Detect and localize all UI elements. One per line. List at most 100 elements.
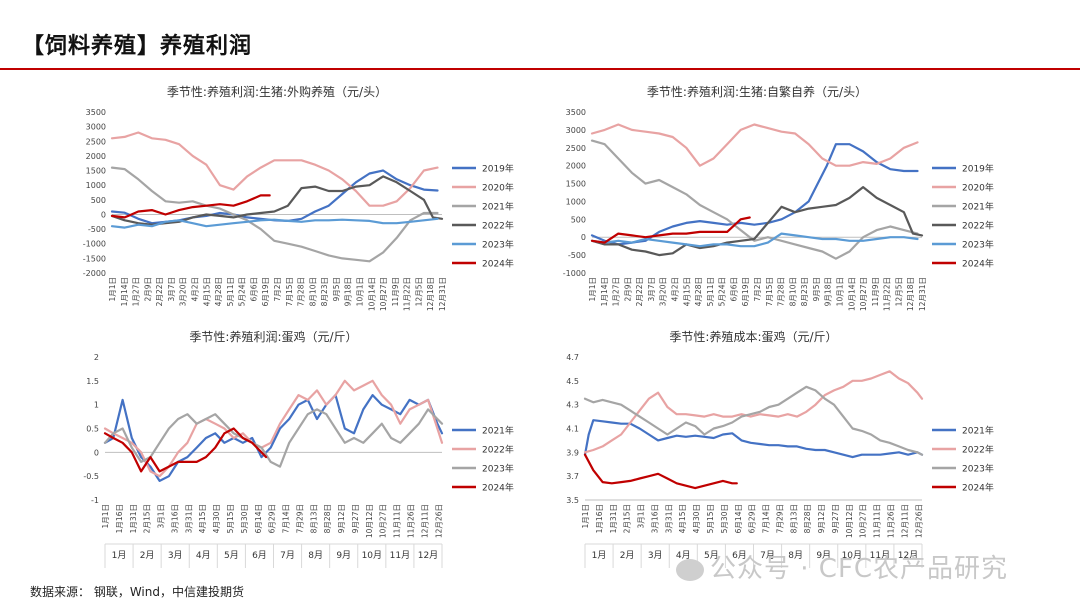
y-tick-label: -500 — [568, 251, 586, 260]
legend-label: 2022年 — [482, 444, 514, 456]
x-tick-label: 6月6日 — [249, 277, 258, 302]
x-tick-label: 1月16日 — [595, 504, 604, 533]
legend-label: 2023年 — [482, 239, 514, 251]
y-tick-label: 4.3 — [566, 401, 579, 410]
y-tick-label: -1 — [91, 496, 99, 505]
x-tick-label: 9月27日 — [831, 504, 840, 533]
x-tick-label: 7月28日 — [297, 277, 306, 306]
y-tick-label: -1000 — [83, 240, 106, 249]
x-tick-label: 1月16日 — [115, 504, 124, 533]
month-label: 2月 — [140, 550, 155, 561]
y-tick-label: 3500 — [86, 108, 106, 117]
legend-label: 2024年 — [962, 258, 994, 270]
x-tick-label: 11月26日 — [407, 504, 416, 538]
chart-title: 季节性:养殖利润:生猪:外购养殖（元/头） — [167, 84, 387, 99]
series-line-2020年 — [110, 131, 439, 207]
x-tick-label: 6月14日 — [734, 504, 743, 533]
month-label: 10月 — [362, 550, 382, 561]
y-tick-label: 2000 — [566, 162, 586, 171]
legend-label: 2019年 — [482, 163, 514, 175]
x-tick-label: 3月20日 — [659, 277, 668, 306]
x-tick-label: 10月14日 — [847, 277, 856, 311]
legend-label: 2021年 — [482, 425, 514, 437]
x-tick-label: 5月24日 — [238, 277, 247, 306]
x-tick-label: 11月11日 — [393, 504, 402, 538]
series-line-2023年 — [583, 385, 924, 456]
y-tick-label: 0.5 — [86, 425, 99, 434]
x-tick-label: 2月22日 — [635, 277, 644, 306]
y-tick-label: 1.5 — [86, 377, 99, 386]
x-tick-label: 12月5日 — [414, 277, 423, 306]
y-tick-label: 3.9 — [566, 448, 579, 457]
y-tick-label: 4.5 — [566, 377, 579, 386]
series-line-2024年 — [583, 453, 738, 490]
x-tick-label: 9月5日 — [332, 277, 341, 302]
x-tick-label: 10月1日 — [356, 277, 365, 306]
month-label: 10月 — [842, 550, 862, 561]
month-label: 8月 — [788, 550, 803, 561]
y-tick-label: -1000 — [563, 269, 586, 278]
watermark: 公众号 · CFC农产品研究 — [676, 548, 1008, 585]
y-tick-label: 1000 — [86, 181, 106, 190]
x-tick-label: 1月27日 — [132, 277, 141, 306]
series-line-2024年 — [110, 194, 271, 219]
x-tick-label: 10月12日 — [845, 504, 854, 538]
month-label: 9月 — [816, 550, 831, 561]
y-tick-label: 3.5 — [566, 496, 579, 505]
x-tick-label: 10月27日 — [379, 277, 388, 311]
y-tick-label: 0 — [94, 448, 99, 457]
series-line-2021年 — [583, 419, 924, 459]
y-tick-label: -2000 — [83, 269, 106, 278]
x-tick-label: 7月28日 — [777, 277, 786, 306]
legend-label: 2024年 — [962, 482, 994, 494]
x-tick-label: 1月1日 — [101, 504, 110, 529]
y-tick-label: 2500 — [86, 137, 106, 146]
x-tick-label: 3月16日 — [170, 504, 179, 533]
x-tick-label: 7月29日 — [295, 504, 304, 533]
x-tick-label: 6月19日 — [261, 277, 270, 306]
x-tick-label: 10月12日 — [365, 504, 374, 538]
x-tick-label: 7月15日 — [765, 277, 774, 306]
chart-layer-cost: 季节性:养殖成本:蛋鸡（元/斤）3.53.73.94.14.34.54.71月1… — [566, 329, 994, 568]
chart-outsourced-pig-profit: 季节性:养殖利润:生猪:外购养殖（元/头） -2000 -1500 -1000 -500… — [83, 84, 514, 311]
x-tick-label: 1月1日 — [108, 277, 117, 302]
x-tick-label: 11月22日 — [883, 277, 892, 311]
y-tick-label: 2000 — [86, 152, 106, 161]
x-tick-label: 3月31日 — [184, 504, 193, 533]
x-tick-label: 6月6日 — [729, 277, 738, 302]
x-tick-label: 1月31日 — [129, 504, 138, 533]
x-tick-label: 11月22日 — [403, 277, 412, 311]
series-line-2022年 — [583, 370, 924, 454]
x-tick-label: 6月29日 — [268, 504, 277, 533]
chart-layer-profit: 季节性:养殖利润:蛋鸡（元/斤） -1 -0.5 0 0.5 1 1.5 2 1月1日 1月16日… — [83, 329, 514, 568]
x-tick-label: 9月5日 — [812, 277, 821, 302]
x-tick-label: 8月13日 — [789, 504, 798, 533]
series-line-2020年 — [590, 123, 919, 167]
x-tick-label: 7月2日 — [753, 277, 762, 302]
legend-label: 2023年 — [482, 463, 514, 475]
y-tick-label: 3500 — [566, 108, 586, 117]
x-tick-label: 12月11日 — [420, 504, 429, 538]
legend-label: 2023年 — [962, 239, 994, 251]
x-tick-label: 4月15日 — [678, 504, 687, 533]
x-tick-label: 11月9日 — [871, 277, 880, 306]
x-tick-label: 10月27日 — [859, 277, 868, 311]
x-tick-label: 6月19日 — [741, 277, 750, 306]
x-tick-label: 12月26日 — [914, 504, 923, 538]
legend-label: 2020年 — [482, 182, 514, 194]
month-label: 6月 — [252, 550, 267, 561]
x-tick-label: 2月9日 — [623, 277, 632, 302]
x-tick-label: 5月15日 — [226, 504, 235, 533]
wechat-logo-icon — [676, 558, 704, 581]
legend-label: 2019年 — [962, 163, 994, 175]
series-line-2022年 — [110, 175, 444, 226]
legend-label: 2020年 — [962, 182, 994, 194]
data-source-note: 数据来源： 钢联，Wind，中信建投期货 — [30, 585, 244, 599]
title-divider — [0, 68, 1080, 70]
x-tick-label: 8月23日 — [320, 277, 329, 306]
series-line-2023年 — [110, 217, 439, 229]
month-label: 5月 — [704, 550, 719, 561]
x-tick-label: 3月1日 — [157, 504, 166, 529]
series-line-2024年 — [103, 427, 268, 473]
legend-label: 2024年 — [482, 482, 514, 494]
